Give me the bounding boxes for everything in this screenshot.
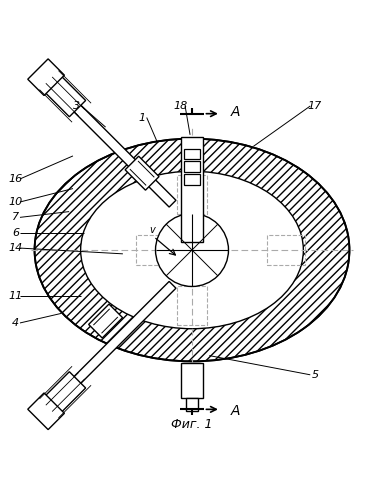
Ellipse shape — [35, 138, 349, 362]
Text: 11: 11 — [8, 291, 23, 301]
Bar — [177, 175, 207, 214]
Text: 7: 7 — [12, 212, 19, 222]
Text: 4: 4 — [12, 318, 19, 328]
Polygon shape — [45, 372, 86, 412]
Bar — [181, 364, 203, 398]
Bar — [184, 148, 200, 160]
Polygon shape — [66, 282, 176, 392]
Bar — [181, 136, 203, 242]
Ellipse shape — [81, 172, 303, 328]
Text: v: v — [150, 224, 156, 234]
Bar — [184, 174, 200, 184]
Text: A: A — [230, 105, 240, 119]
Text: 14: 14 — [8, 243, 23, 253]
Bar — [136, 236, 165, 264]
Text: 10: 10 — [8, 197, 23, 207]
Text: 1: 1 — [139, 112, 146, 122]
Text: 3: 3 — [73, 101, 80, 111]
Polygon shape — [66, 97, 176, 207]
Polygon shape — [28, 393, 65, 430]
Polygon shape — [45, 76, 86, 117]
Polygon shape — [89, 304, 122, 338]
Text: 6: 6 — [12, 228, 19, 237]
Text: 16: 16 — [8, 174, 23, 184]
Bar — [267, 236, 305, 264]
Text: 18: 18 — [173, 101, 188, 111]
Text: A: A — [230, 404, 240, 418]
Bar — [184, 162, 200, 172]
Circle shape — [156, 214, 228, 286]
Text: Фиг. 1: Фиг. 1 — [171, 418, 213, 431]
Polygon shape — [125, 156, 159, 190]
Bar — [177, 286, 207, 325]
Text: 17: 17 — [308, 101, 322, 111]
Text: 5: 5 — [311, 370, 318, 380]
Bar — [186, 398, 198, 411]
Polygon shape — [28, 59, 65, 96]
